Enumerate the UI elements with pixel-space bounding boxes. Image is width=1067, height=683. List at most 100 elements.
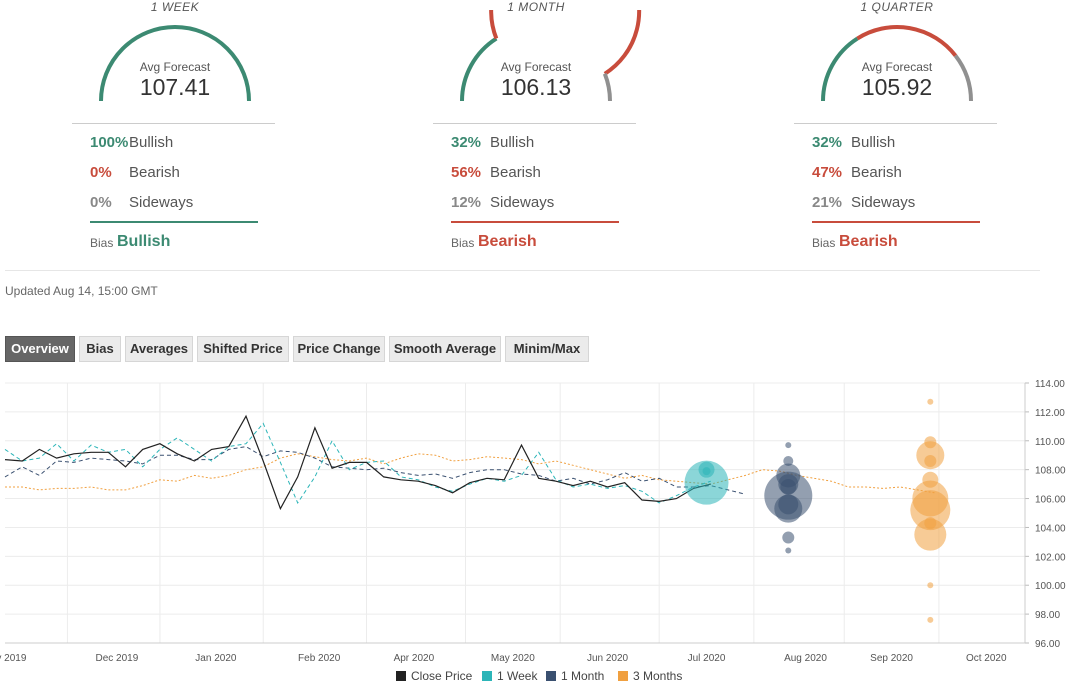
legend-swatch xyxy=(482,671,492,681)
bearish-percent: 0% xyxy=(90,164,112,181)
x-tick-label: Oct 2020 xyxy=(966,653,1007,664)
gauge-bullish-arc xyxy=(460,36,498,102)
sideways-label: Sideways xyxy=(129,194,194,211)
forecast-bubble-1-month xyxy=(785,442,792,449)
series-line-1-week xyxy=(4,422,711,504)
forecast-panel-2: 1 MONTH Avg Forecast 106.13 32% Bullish … xyxy=(366,0,706,262)
x-tick-label: Dec 2019 xyxy=(95,653,138,664)
forecast-bubble-1-month xyxy=(778,494,799,515)
avg-forecast-value: 107.41 xyxy=(139,74,211,100)
y-tick-label: 112.00 xyxy=(1035,408,1065,419)
forecast-panel-1: 1 WEEK Avg Forecast 107.41 100% Bullish … xyxy=(5,0,345,262)
legend-item-close-price[interactable]: Close Price xyxy=(396,669,472,683)
legend-swatch xyxy=(546,671,556,681)
y-tick-label: 114.00 xyxy=(1035,379,1065,390)
legend-item-1-week[interactable]: 1 Week xyxy=(482,669,537,683)
forecast-gauge xyxy=(99,25,251,102)
forecast-bubble-1-month xyxy=(780,479,797,495)
bearish-percent: 56% xyxy=(451,164,482,181)
x-tick-label: Apr 2020 xyxy=(394,653,435,664)
x-tick-label: Nov 2019 xyxy=(0,653,27,664)
x-tick-label: Jan 2020 xyxy=(195,653,237,664)
bullish-percent: 100% xyxy=(90,134,129,151)
sideways-label: Sideways xyxy=(490,194,555,211)
period-label: 1 MONTH xyxy=(507,0,565,14)
x-tick-label: May 2020 xyxy=(491,653,535,664)
tab-price-change[interactable]: Price Change xyxy=(293,336,385,362)
tab-shifted-price[interactable]: Shifted Price xyxy=(197,336,289,362)
bullish-label: Bullish xyxy=(129,134,174,151)
bearish-percent: 47% xyxy=(812,164,843,181)
forecast-gauge xyxy=(460,10,642,102)
forecast-bubble-3-months xyxy=(912,480,949,517)
avg-forecast-value: 105.92 xyxy=(861,74,933,100)
panel-separator xyxy=(794,123,997,124)
bias-value: Bullish xyxy=(117,233,171,250)
section-divider xyxy=(5,270,1040,271)
y-tick-label: 102.00 xyxy=(1035,552,1066,563)
panel-separator xyxy=(72,123,275,124)
forecast-gauge xyxy=(821,25,973,102)
tab-overview[interactable]: Overview xyxy=(5,336,75,362)
bullish-label: Bullish xyxy=(851,134,896,151)
forecast-bubble-3-months xyxy=(924,436,937,449)
avg-forecast-label: Avg Forecast xyxy=(861,60,933,74)
forecast-bubble-1-month xyxy=(782,531,795,544)
sideways-label: Sideways xyxy=(851,194,916,211)
forecast-panel-3: 1 QUARTER Avg Forecast 105.92 32% Bullis… xyxy=(727,0,1067,262)
bullish-label: Bullish xyxy=(490,134,535,151)
forecast-bubble-3-months xyxy=(914,518,947,551)
forecast-bubble-3-months xyxy=(922,471,939,488)
legend-label: 3 Months xyxy=(633,669,683,683)
legend-item-3-months[interactable]: 3 Months xyxy=(618,669,682,683)
x-tick-label: Jul 2020 xyxy=(688,653,726,664)
legend-label: 1 Month xyxy=(561,669,605,683)
y-tick-label: 98.00 xyxy=(1035,610,1060,621)
panel-separator xyxy=(433,123,636,124)
forecast-bubble-1-month xyxy=(785,547,792,554)
bullish-percent: 32% xyxy=(812,134,843,151)
bearish-label: Bearish xyxy=(129,164,180,181)
forecast-bubble-3-months xyxy=(924,455,937,467)
legend-label: Close Price xyxy=(411,669,473,683)
bias-value: Bearish xyxy=(839,233,898,250)
forecast-bubble-3-months xyxy=(927,582,934,589)
gauge-bullish-arc xyxy=(99,25,251,102)
gauge-bullish-arc xyxy=(821,36,859,102)
legend-swatch xyxy=(396,671,406,681)
tab-minim-max[interactable]: Minim/Max xyxy=(505,336,589,362)
legend-swatch xyxy=(618,671,628,681)
avg-forecast-value: 106.13 xyxy=(500,74,572,100)
period-label: 1 QUARTER xyxy=(860,0,934,14)
sideways-percent: 0% xyxy=(90,194,112,211)
forecast-chart: 114.00 112.00 110.00 108.00 106.00 104.00 102.… xyxy=(0,379,1066,664)
forecast-bubble-3-months xyxy=(927,616,934,623)
avg-forecast-label: Avg Forecast xyxy=(500,60,572,74)
y-tick-label: 100.00 xyxy=(1035,581,1066,592)
period-label: 1 WEEK xyxy=(150,0,200,14)
tab-averages[interactable]: Averages xyxy=(125,336,193,362)
bias-label: Bias xyxy=(451,236,475,250)
sideways-percent: 12% xyxy=(451,194,482,211)
tab-smooth-average[interactable]: Smooth Average xyxy=(389,336,501,362)
y-tick-label: 110.00 xyxy=(1035,437,1065,448)
gauge-sideways-arc xyxy=(602,73,612,102)
legend-item-1-month[interactable]: 1 Month xyxy=(546,669,604,683)
series-line-close-price xyxy=(4,414,711,511)
bias-underline xyxy=(812,221,980,223)
legend-label: 1 Week xyxy=(497,669,538,683)
sideways-percent: 21% xyxy=(812,194,843,211)
y-tick-label: 104.00 xyxy=(1035,523,1066,534)
y-tick-label: 106.00 xyxy=(1035,495,1066,506)
bias-label: Bias xyxy=(90,236,114,250)
avg-forecast-label: Avg Forecast xyxy=(139,60,211,74)
y-tick-label: 96.00 xyxy=(1035,639,1060,650)
forecast-bubble-3-months xyxy=(924,517,937,530)
bearish-label: Bearish xyxy=(490,164,541,181)
gauge-sideways-arc xyxy=(953,54,973,102)
x-tick-label: Jun 2020 xyxy=(587,653,629,664)
x-tick-label: Aug 2020 xyxy=(784,653,827,664)
tab-bias[interactable]: Bias xyxy=(79,336,121,362)
updated-timestamp: Updated Aug 14, 15:00 GMT xyxy=(5,284,158,298)
bias-underline xyxy=(90,221,258,223)
